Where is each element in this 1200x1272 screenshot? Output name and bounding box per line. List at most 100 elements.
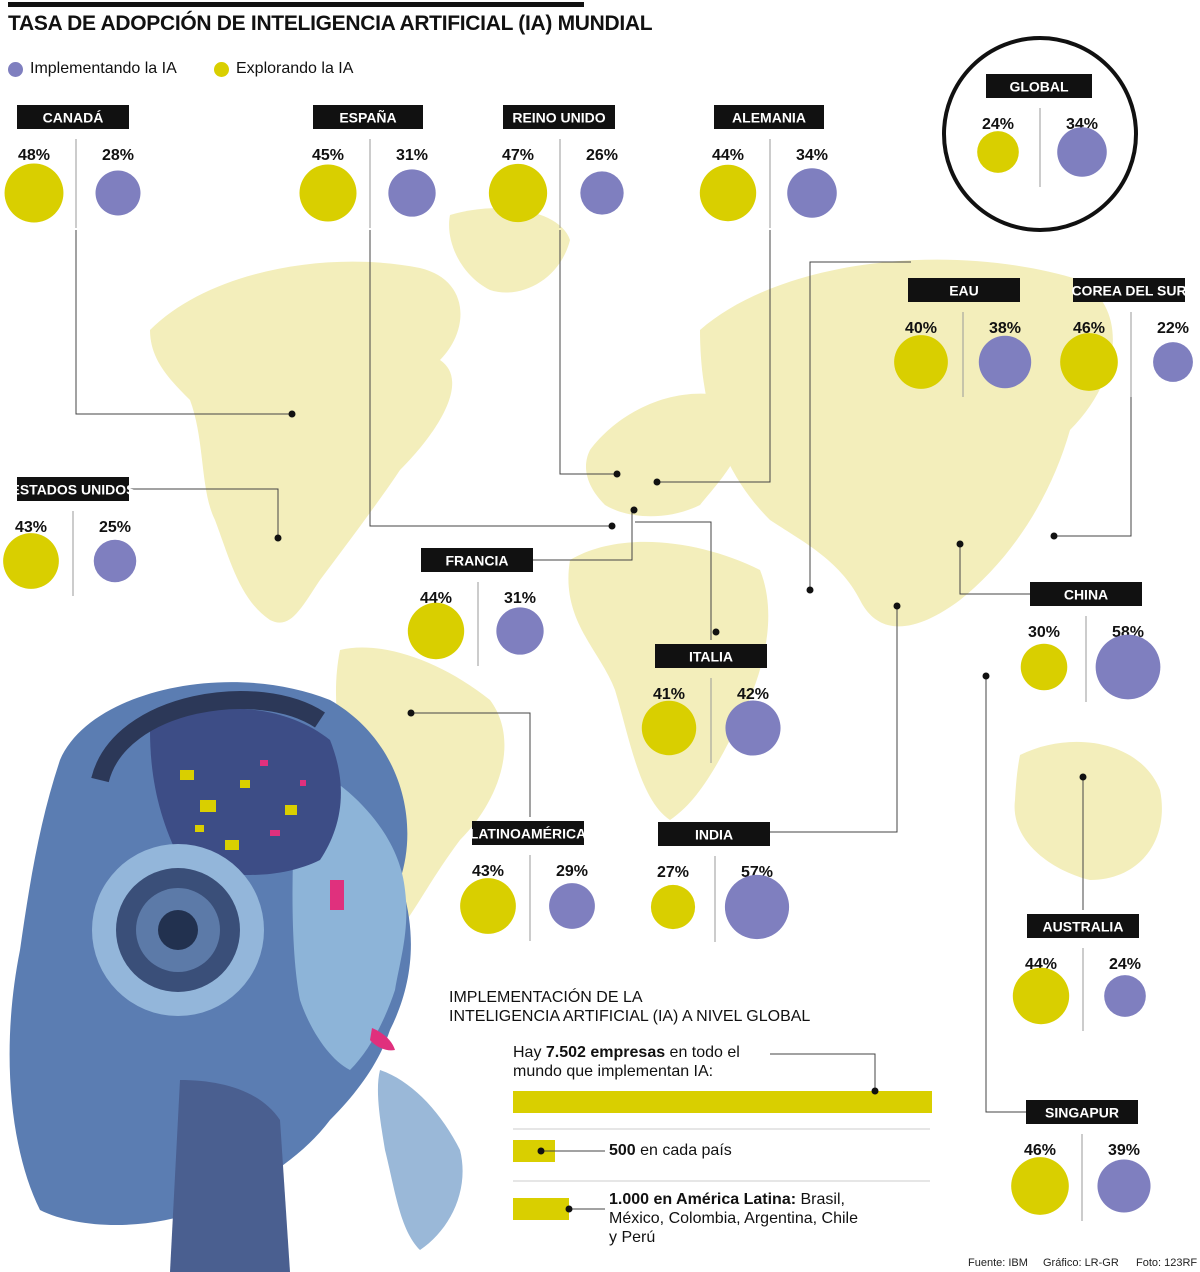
region-label-eau: EAU: [949, 283, 979, 299]
leader-line-china: [959, 544, 1030, 595]
region-label-italia: ITALIA: [689, 649, 733, 665]
bar-1: [513, 1091, 932, 1113]
location-dot-latinoamerica: [407, 709, 415, 717]
location-dot-reino-unido: [613, 470, 621, 478]
bubble-explorando-italia: [641, 700, 697, 756]
leader-line-singapur: [985, 676, 1028, 1113]
region-label-corea-del-sur: COREA DEL SUR: [1071, 283, 1186, 299]
bar-2: [513, 1140, 555, 1162]
region-label-francia: FRANCIA: [446, 553, 509, 569]
robot-hand: [377, 1070, 463, 1250]
region-label-india: INDIA: [695, 827, 733, 843]
region-label-estados-unidos: ESTADOS UNIDOS: [11, 482, 136, 498]
robot-ear-core: [158, 910, 198, 950]
robot-headphone-band: [91, 691, 325, 783]
bubble-explorando-india: [650, 884, 696, 930]
bubble-explorando-global: [977, 131, 1019, 173]
bubble-explorando-australia: [1012, 967, 1070, 1025]
bubble-explorando-china: [1020, 643, 1068, 691]
location-dot-singapur: [982, 672, 990, 680]
robot-illustration: [9, 682, 463, 1272]
leader-line-alemania: [657, 230, 771, 483]
bubble-implementando-corea-del-sur: [1153, 342, 1193, 382]
pct-explorando-estados-unidos: 43%: [15, 519, 47, 536]
pct-explorando-eau: 40%: [905, 320, 937, 337]
bubble-implementando-latinoamerica: [549, 883, 595, 929]
leader-line-canada: [75, 230, 292, 415]
label-bg-estados-unidos: [17, 477, 129, 501]
robot-brain-chips: [180, 770, 297, 850]
location-dot-china: [956, 540, 964, 548]
region-label-china: CHINA: [1064, 587, 1108, 603]
legend-implementando-dot: [8, 62, 23, 77]
bubble-implementando-singapur: [1097, 1159, 1151, 1213]
robot-brain-circuits: [260, 760, 344, 910]
pct-implementando-reino-unido: 26%: [586, 147, 618, 164]
bubble-explorando-reino-unido: [488, 163, 548, 223]
location-dot-eau: [806, 586, 814, 594]
pct-implementando-alemania: 34%: [796, 147, 828, 164]
bubble-implementando-francia: [496, 607, 544, 655]
label-bg-espana: [313, 105, 423, 129]
region-label-latinoamerica: LATINOAMÉRICA: [470, 826, 586, 842]
location-dot-india: [893, 602, 901, 610]
legend-implementando-label: Implementando la IA: [30, 60, 177, 77]
bar-chart-title: IMPLEMENTACIÓN DE LA INTELIGENCIA ARTIFI…: [449, 989, 811, 1025]
pct-implementando-francia: 31%: [504, 590, 536, 607]
label-bg-alemania: [714, 105, 824, 129]
pct-explorando-latinoamerica: 43%: [472, 863, 504, 880]
pct-explorando-china: 30%: [1028, 624, 1060, 641]
bar-3: [513, 1198, 569, 1220]
pct-explorando-francia: 44%: [420, 590, 452, 607]
pct-implementando-latinoamerica: 29%: [556, 863, 588, 880]
australia-shape: [1014, 741, 1162, 880]
bubble-implementando-espana: [388, 169, 436, 217]
africa-shape: [568, 541, 769, 820]
pct-explorando-italia: 41%: [653, 686, 685, 703]
bubble-implementando-canada: [95, 170, 141, 216]
bubble-implementando-reino-unido: [580, 171, 624, 215]
bubble-implementando-global: [1057, 127, 1107, 177]
pct-implementando-estados-unidos: 25%: [99, 519, 131, 536]
label-bg-global: [986, 74, 1092, 98]
legend-explorando-dot: [214, 62, 229, 77]
pct-implementando-australia: 24%: [1109, 956, 1141, 973]
region-label-global: GLOBAL: [1009, 79, 1069, 95]
location-dot-australia: [1079, 773, 1087, 781]
label-bg-india: [658, 822, 770, 846]
footer-photo: Foto: 123RF: [1136, 1257, 1198, 1269]
location-dot-francia: [630, 506, 638, 514]
bubble-explorando-canada: [4, 163, 64, 223]
label-bg-reino-unido: [503, 105, 615, 129]
europe-shape: [585, 393, 746, 517]
bubble-explorando-corea-del-sur: [1060, 333, 1118, 391]
bubble-explorando-eau: [894, 335, 948, 389]
pct-explorando-canada: 48%: [18, 147, 50, 164]
location-dot-estados-unidos: [274, 534, 282, 542]
bar-dot-3: [565, 1205, 573, 1213]
page-title: TASA DE ADOPCIÓN DE INTELIGENCIA ARTIFIC…: [8, 12, 653, 35]
bubble-explorando-estados-unidos: [3, 533, 59, 589]
bubble-implementando-australia: [1104, 975, 1146, 1017]
pct-implementando-singapur: 39%: [1108, 1142, 1140, 1159]
bubble-implementando-china: [1095, 634, 1161, 700]
leader-line-francia: [533, 510, 633, 561]
leader-line-reino-unido: [559, 230, 617, 475]
region-label-australia: AUSTRALIA: [1043, 919, 1124, 935]
label-bg-australia: [1027, 914, 1139, 938]
leader-line-latinoamerica: [411, 712, 531, 817]
north-america-shape: [150, 261, 461, 623]
leader-line-italia: [635, 521, 712, 640]
footer-source: Fuente: IBM: [968, 1257, 1028, 1269]
bubble-implementando-estados-unidos: [93, 539, 137, 583]
bubble-explorando-francia: [407, 602, 465, 660]
bubble-explorando-espana: [299, 164, 357, 222]
pct-implementando-canada: 28%: [102, 147, 134, 164]
greenland-shape: [449, 208, 570, 293]
region-label-singapur: SINGAPUR: [1045, 1105, 1119, 1121]
pct-implementando-eau: 38%: [989, 320, 1021, 337]
region-label-alemania: ALEMANIA: [732, 110, 806, 126]
label-bg-china: [1030, 582, 1142, 606]
